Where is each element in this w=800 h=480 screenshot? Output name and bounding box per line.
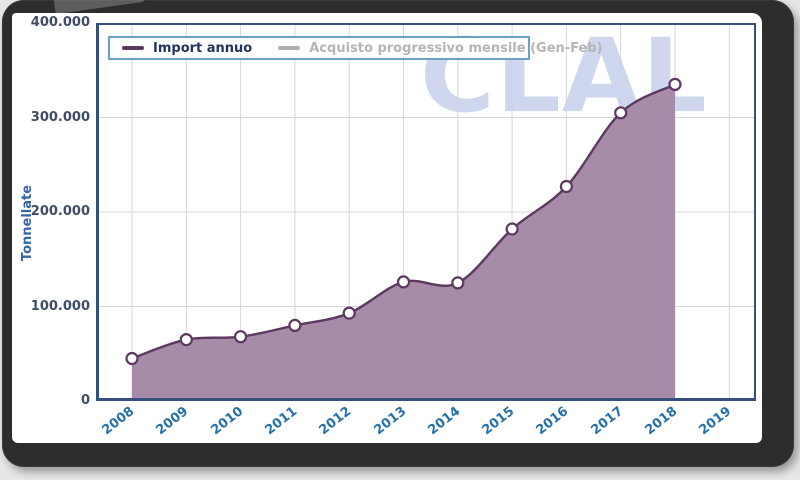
- y-tick-label-400000: 400.000: [30, 15, 90, 30]
- chart-card-frame: CLAL Import annuo Acquisto progressivo m…: [2, 0, 794, 467]
- chart-legend: Import annuo Acquisto progressivo mensil…: [108, 36, 603, 60]
- y-axis-title: Tonnellate: [20, 184, 35, 262]
- y-tick-label-0: 0: [80, 393, 90, 408]
- chart-panel: CLAL Import annuo Acquisto progressivo m…: [12, 13, 762, 443]
- legend-swatch-import-annuo: [122, 46, 144, 50]
- legend-label-import-annuo: Import annuo: [153, 40, 253, 56]
- import-annuo-area-series: [125, 77, 682, 402]
- y-tick-label-100000: 100.000: [30, 298, 90, 314]
- y-tick-label-300000: 300.000: [30, 109, 90, 125]
- legend-label-acquisto-progressivo: Acquisto progressivo mensile (Gen-Feb): [309, 40, 603, 56]
- legend-item-import-annuo[interactable]: Import annuo: [122, 41, 252, 56]
- x-tick-label-2008: 2008: [99, 404, 138, 439]
- legend-swatch-acquisto-progressivo: [278, 46, 301, 50]
- legend-item-acquisto-progressivo[interactable]: Acquisto progressivo mensile (Gen-Feb): [278, 40, 603, 56]
- y-tick-label-200000: 200.000: [30, 204, 90, 219]
